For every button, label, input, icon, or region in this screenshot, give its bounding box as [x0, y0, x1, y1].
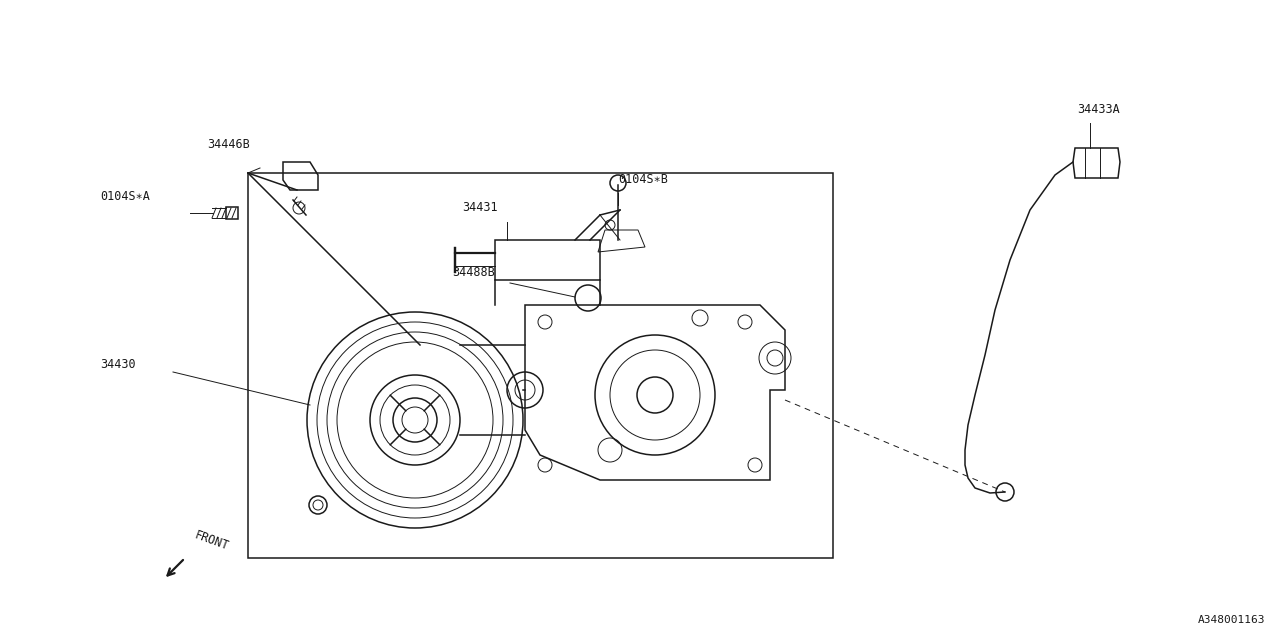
Text: 34431: 34431	[462, 201, 498, 214]
Text: 34446B: 34446B	[207, 138, 250, 151]
Text: 34430: 34430	[100, 358, 136, 371]
Text: A348001163: A348001163	[1198, 615, 1265, 625]
Text: 0104S∗A: 0104S∗A	[100, 190, 150, 203]
Bar	[227, 207, 238, 219]
Text: FRONT: FRONT	[193, 529, 230, 553]
Text: 34488B: 34488B	[452, 266, 495, 279]
Text: 34433A: 34433A	[1076, 103, 1120, 116]
Text: 0104S∗B: 0104S∗B	[618, 173, 668, 186]
